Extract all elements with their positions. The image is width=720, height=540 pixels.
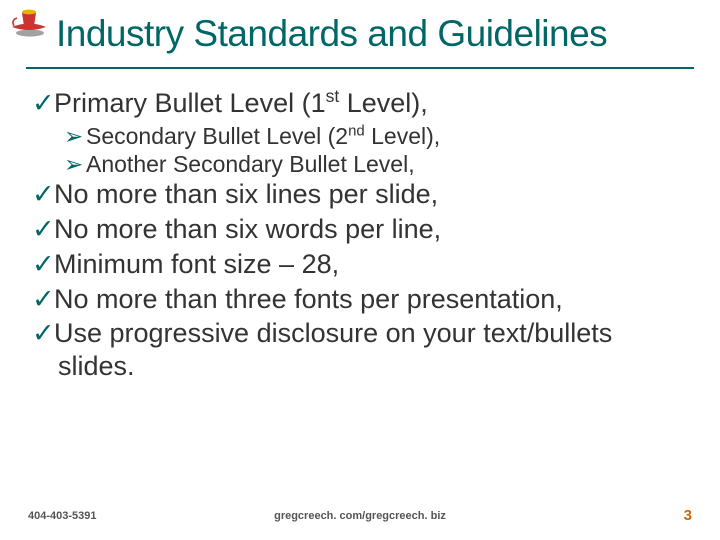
check-icon: ✓: [32, 178, 54, 211]
bullet-text: Primary Bullet Level (1st Level),: [54, 88, 428, 118]
arrow-icon: ➢: [64, 150, 86, 178]
bullet-text: Another Secondary Bullet Level,: [86, 151, 415, 177]
check-icon: ✓: [32, 248, 54, 281]
slide-title: Industry Standards and Guidelines: [26, 14, 694, 55]
check-icon: ✓: [32, 283, 54, 316]
check-icon: ✓: [32, 317, 54, 350]
footer: 404-403-5391 gregcreech. com/gregcreech.…: [0, 507, 720, 524]
hat-logo-icon: [8, 6, 50, 38]
bullet-primary: ✓No more than six words per line,: [32, 213, 694, 246]
bullet-text: No more than three fonts per presentatio…: [54, 284, 563, 314]
arrow-icon: ➢: [64, 122, 86, 150]
check-icon: ✓: [32, 213, 54, 246]
bullet-primary: ✓Use progressive disclosure on your text…: [32, 317, 694, 383]
page-number: 3: [473, 507, 692, 524]
slide: Industry Standards and Guidelines ✓Prima…: [0, 0, 720, 540]
bullet-text: Minimum font size – 28,: [54, 249, 339, 279]
footer-url: gregcreech. com/gregcreech. biz: [247, 510, 473, 522]
bullet-secondary: ➢Another Secondary Bullet Level,: [32, 150, 694, 178]
bullet-primary: ✓Primary Bullet Level (1st Level),: [32, 87, 694, 120]
bullet-primary: ✓No more than three fonts per presentati…: [32, 283, 694, 316]
title-rule: [26, 67, 694, 69]
bullet-primary: ✓Minimum font size – 28,: [32, 248, 694, 281]
bullet-text: Use progressive disclosure on your text/…: [54, 318, 612, 381]
bullet-primary: ✓No more than six lines per slide,: [32, 178, 694, 211]
footer-phone: 404-403-5391: [28, 510, 247, 522]
bullet-secondary: ➢Secondary Bullet Level (2nd Level),: [32, 122, 694, 150]
bullet-list: ✓Primary Bullet Level (1st Level), ➢Seco…: [26, 87, 694, 384]
bullet-text: Secondary Bullet Level (2nd Level),: [86, 123, 440, 149]
bullet-text: No more than six lines per slide,: [54, 179, 438, 209]
bullet-text: No more than six words per line,: [54, 214, 441, 244]
check-icon: ✓: [32, 87, 54, 120]
